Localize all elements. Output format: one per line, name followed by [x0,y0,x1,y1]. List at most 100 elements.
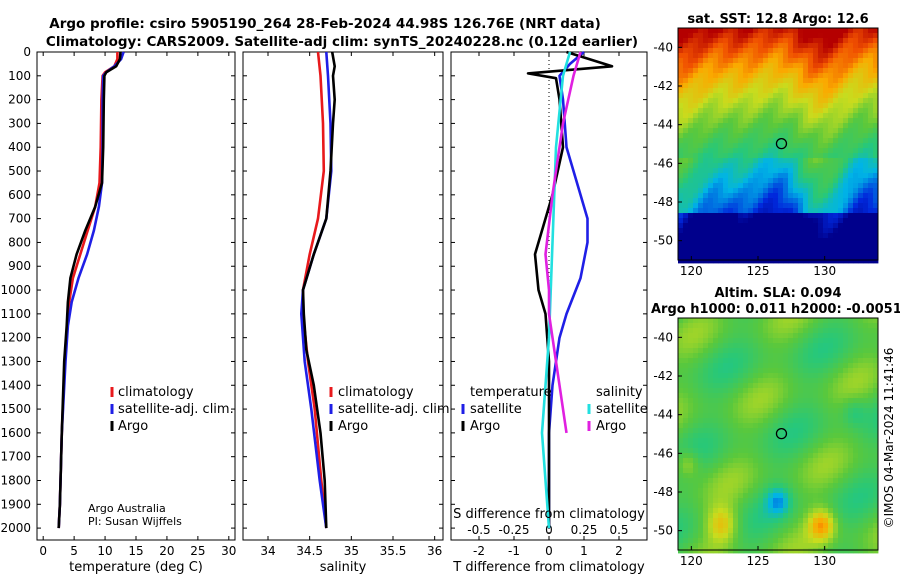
map-cell [798,423,804,429]
map-cell [758,393,764,399]
map-cell [863,413,869,419]
map-cell [843,503,849,509]
map-cell [798,223,804,229]
map-cell [693,68,699,74]
map-cell [788,88,794,94]
map-cell [848,223,854,229]
map-cell [838,33,844,39]
map-cell [713,448,719,454]
map-cell [773,328,779,334]
map-cell [683,398,689,404]
map-cell [698,28,704,34]
map-cell [828,108,834,114]
map-cell [758,488,764,494]
map-cell [873,228,879,234]
map-cell [683,143,689,149]
map-cell [873,483,879,489]
map-cell [833,168,839,174]
map-cell [793,323,799,329]
map-cell [833,158,839,164]
map-cell [753,338,759,344]
map-cell [813,508,819,514]
map-cell [748,68,754,74]
map-cell [783,348,789,354]
map-cell [858,423,864,429]
map-cell [808,358,814,364]
map-cell [868,113,874,119]
map-cell [698,323,704,329]
map-cell [698,378,704,384]
map-cell [778,183,784,189]
map-cell [813,213,819,219]
map-cell [783,468,789,474]
map-cell [808,33,814,39]
map-cell [853,333,859,339]
map-cell [728,533,734,539]
map-cell [758,223,764,229]
map-cell [863,408,869,414]
map-cell [868,488,874,494]
map-cell [753,463,759,469]
map-cell [873,428,879,434]
map-cell [818,158,824,164]
map-cell [798,253,804,259]
map-cell [803,333,809,339]
map-cell [708,468,714,474]
map-cell [683,403,689,409]
map-cell [763,248,769,254]
map-cell [798,128,804,134]
map-cell [853,88,859,94]
map-cell [808,323,814,329]
map-cell [718,383,724,389]
map-cell [783,383,789,389]
map-cell [788,173,794,179]
map-cell [848,548,854,554]
map-cell [718,543,724,549]
map-cell [838,83,844,89]
map-cell [863,98,869,104]
map-cell [818,113,824,119]
map-cell [773,378,779,384]
map-cell [698,408,704,414]
map-cell [868,338,874,344]
map-cell [873,73,879,79]
map-cell [698,208,704,214]
map-cell [688,33,694,39]
x-tick-label: 30 [221,544,236,558]
map-cell [708,138,714,144]
map-cell [688,138,694,144]
map-cell [798,248,804,254]
map-cell [748,248,754,254]
map-cell [723,88,729,94]
map-cell [828,333,834,339]
map-cell [838,463,844,469]
map-cell [733,528,739,534]
map-cell [753,183,759,189]
map-cell [753,423,759,429]
map-cell [678,453,684,459]
map-cell [828,538,834,544]
map-cell [713,153,719,159]
map-cell [748,438,754,444]
map-cell [833,228,839,234]
map-cell [723,258,729,264]
map-cell [788,148,794,154]
map-cell [813,238,819,244]
map-cell [868,473,874,479]
map-cell [718,338,724,344]
map-y-tick-label: -46 [653,446,673,460]
map-cell [723,443,729,449]
map-cell [748,108,754,114]
map-cell [693,528,699,534]
map-cell [698,543,704,549]
map-cell [848,183,854,189]
map-cell [728,198,734,204]
map-cell [848,88,854,94]
map-cell [748,158,754,164]
map-cell [703,328,709,334]
map-cell [793,383,799,389]
map-cell [758,443,764,449]
map-cell [728,78,734,84]
map-cell [768,483,774,489]
map-cell [843,38,849,44]
